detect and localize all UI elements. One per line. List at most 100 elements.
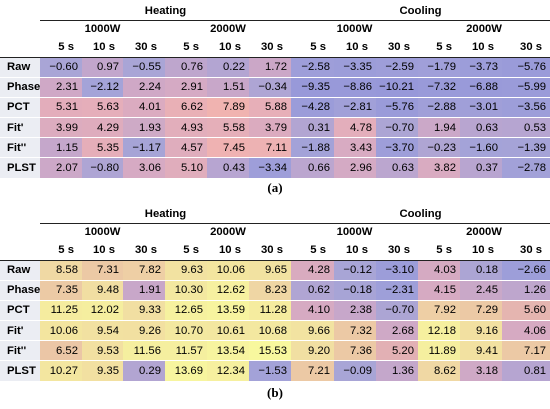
table-cell: 10.30 [165,280,207,301]
table-cell: −0.70 [376,300,418,322]
table-cell: 9.63 [165,260,207,281]
power-header-row: 1000W 2000W 1000W 2000W [0,20,550,37]
table-cell: 4.15 [418,280,460,301]
table-cell: −3.73 [460,57,502,78]
table-cell: 7.36 [334,340,376,362]
table-cell: 9.16 [460,320,502,342]
table-cell: 2.68 [376,320,418,342]
table-cell: 5.88 [249,97,291,119]
table-cell: 13.69 [165,360,207,382]
table-cell: 9.54 [82,320,123,342]
caption-b: (b) [267,385,283,400]
table-cell: −4.28 [291,97,334,119]
duration-header: 30 s [376,240,418,261]
duration-header: 10 s [207,37,249,58]
table-cell: 10.61 [207,320,249,342]
table-cell: −0.12 [334,260,376,281]
table-row: PLST 2.07 −0.80 3.06 5.10 0.43 −3.34 0.66 2.96 0.… [0,157,550,179]
power-header: 1000W [84,225,121,238]
table-cell: 1.26 [502,280,550,301]
table-cell: 8.58 [40,260,82,281]
table-cell: 9.35 [82,360,123,382]
table-cell: −0.09 [334,360,376,382]
duration-header: 30 s [123,240,165,261]
row-label: Fit'' [0,340,40,362]
duration-header: 5 s [291,240,334,261]
group-heating: Heating [40,2,291,21]
row-label: PCT [0,97,40,119]
table-cell: 7.89 [207,97,249,119]
table-cell: −0.70 [376,117,418,139]
table-cell: 3.18 [460,360,502,382]
table-cell: −2.12 [82,77,123,98]
table-cell: 0.66 [291,157,334,179]
table-cell: −3.34 [249,157,291,179]
table-row: Raw 8.58 7.31 7.82 9.63 10.06 9.65 4.28 −0.12 −3.… [0,260,550,281]
table-cell: 1.15 [40,137,82,159]
table-cell: −0.60 [40,57,82,78]
duration-header: 10 s [460,37,502,58]
duration-header-row: 5 s 10 s 30 s 5 s 10 s 30 s 5 s 10 s 30 … [0,240,550,261]
table-cell: 2.91 [165,77,207,98]
table-cell: −2.31 [376,280,418,301]
table-cell: 8.23 [249,280,291,301]
duration-header: 30 s [249,240,291,261]
table-cell: 4.01 [123,97,165,119]
row-label: PLST [0,360,40,382]
table-cell: −9.35 [291,77,334,98]
power-header: 1000W [84,22,121,35]
table-cell: 4.57 [165,137,207,159]
duration-header: 10 s [82,37,123,58]
table-cell: 2.96 [334,157,376,179]
table-cell: 9.26 [123,320,165,342]
duration-header: 10 s [82,240,123,261]
duration-header: 5 s [418,240,460,261]
table-cell: 11.25 [40,300,82,322]
table-cell: 9.65 [249,260,291,281]
table-cell: 1.72 [249,57,291,78]
table-cell: 4.78 [334,117,376,139]
table-cell: 7.29 [460,300,502,322]
table-cell: 3.43 [334,137,376,159]
duration-header: 10 s [334,240,376,261]
row-label: Fit' [0,117,40,139]
table-row: Fit'' 6.52 9.53 11.56 11.57 13.54 15.53 9.20 7.3… [0,340,550,362]
table-cell: −0.34 [249,77,291,98]
table-row: Fit' 3.99 4.29 1.93 4.93 5.58 3.79 0.31 4.78 −0.7… [0,117,550,139]
table-cell: 5.20 [376,340,418,362]
table-cell: 5.31 [40,97,82,119]
table-cell: 2.45 [460,280,502,301]
power-header: 2000W [466,225,502,238]
duration-header: 5 s [418,37,460,58]
table-cell: 5.35 [82,137,123,159]
table-cell: −1.60 [460,137,502,159]
table-cell: 3.82 [418,157,460,179]
duration-header: 30 s [502,37,550,58]
duration-header: 5 s [165,37,207,58]
table-row: Phase 7.35 9.48 1.91 10.30 12.62 8.23 0.62 −0.18… [0,280,550,301]
table-cell: 12.02 [82,300,123,322]
duration-header: 5 s [291,37,334,58]
group-heating: Heating [40,205,291,224]
group-header-row: Heating Cooling [0,205,550,224]
table-cell: 7.11 [249,137,291,159]
table-cell: 0.76 [165,57,207,78]
power-header: 1000W [336,225,373,238]
table-cell: −3.70 [376,137,418,159]
table-cell: 7.17 [502,340,550,362]
table-cell: 12.34 [207,360,249,382]
table-cell: 3.06 [123,157,165,179]
power-header: 2000W [210,225,246,238]
table-cell: 8.62 [418,360,460,382]
table-cell: −3.01 [460,97,502,119]
row-label: Phase [0,77,40,98]
table-cell: 9.66 [291,320,334,342]
table-row: Raw −0.60 0.97 −0.55 0.76 0.22 1.72 −2.58 −3.35−… [0,57,550,78]
duration-header: 5 s [40,37,82,58]
table-cell: 9.41 [460,340,502,362]
table-cell: 2.07 [40,157,82,179]
table-cell: 11.56 [123,340,165,362]
table-cell: 13.54 [207,340,249,362]
table-cell: 12.18 [418,320,460,342]
table-cell: 12.65 [165,300,207,322]
